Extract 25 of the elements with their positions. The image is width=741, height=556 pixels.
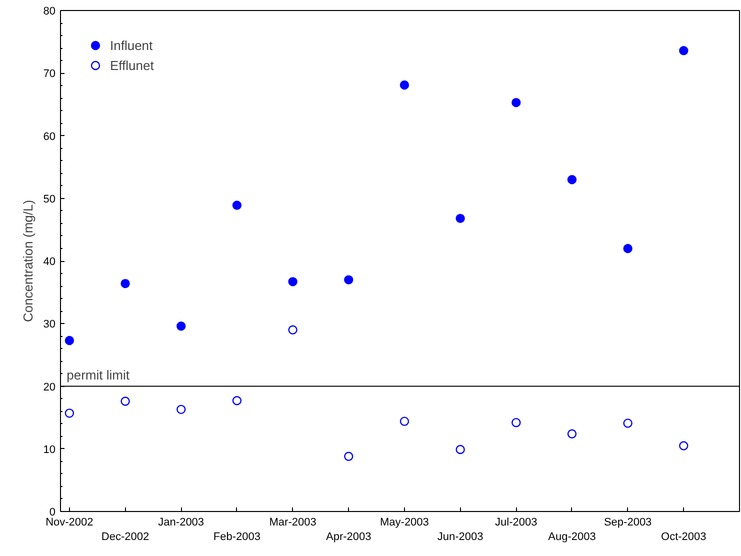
y-tick-label: 0 [49, 506, 56, 518]
y-tick-label: 70 [43, 68, 56, 80]
x-tick-label: Jul-2003 [495, 516, 538, 528]
legend-label: Influent [110, 38, 153, 52]
x-tick-label: Aug-2003 [548, 530, 596, 543]
x-tick-label: Jun-2003 [437, 530, 484, 543]
legend-label: Efflunet [110, 58, 154, 72]
ref-line-label: permit limit [66, 367, 130, 382]
y-tick-label: 20 [43, 381, 56, 394]
y-tick-label: 60 [43, 130, 56, 143]
x-tick-label: Sep-2003 [604, 516, 652, 528]
y-axis-title: Concentration (mg/L) [20, 200, 36, 322]
y-tick-label: 40 [43, 256, 56, 268]
x-tick-label: Dec-2002 [101, 530, 150, 543]
x-tick-label: Apr-2003 [326, 530, 372, 543]
y-tick-label: 50 [43, 193, 56, 206]
y-tick-label: 30 [43, 318, 56, 331]
x-tick-label: Jan-2003 [158, 516, 204, 528]
y-tick-label: 10 [43, 444, 56, 456]
x-tick-label: Feb-2003 [213, 530, 260, 543]
y-tick-label: 80 [43, 6, 56, 18]
x-tick-label: Mar-2003 [269, 516, 316, 528]
x-tick-label: Oct-2003 [661, 530, 706, 543]
x-tick-label: May-2003 [380, 516, 429, 528]
x-tick-label: Nov-2002 [46, 516, 94, 528]
